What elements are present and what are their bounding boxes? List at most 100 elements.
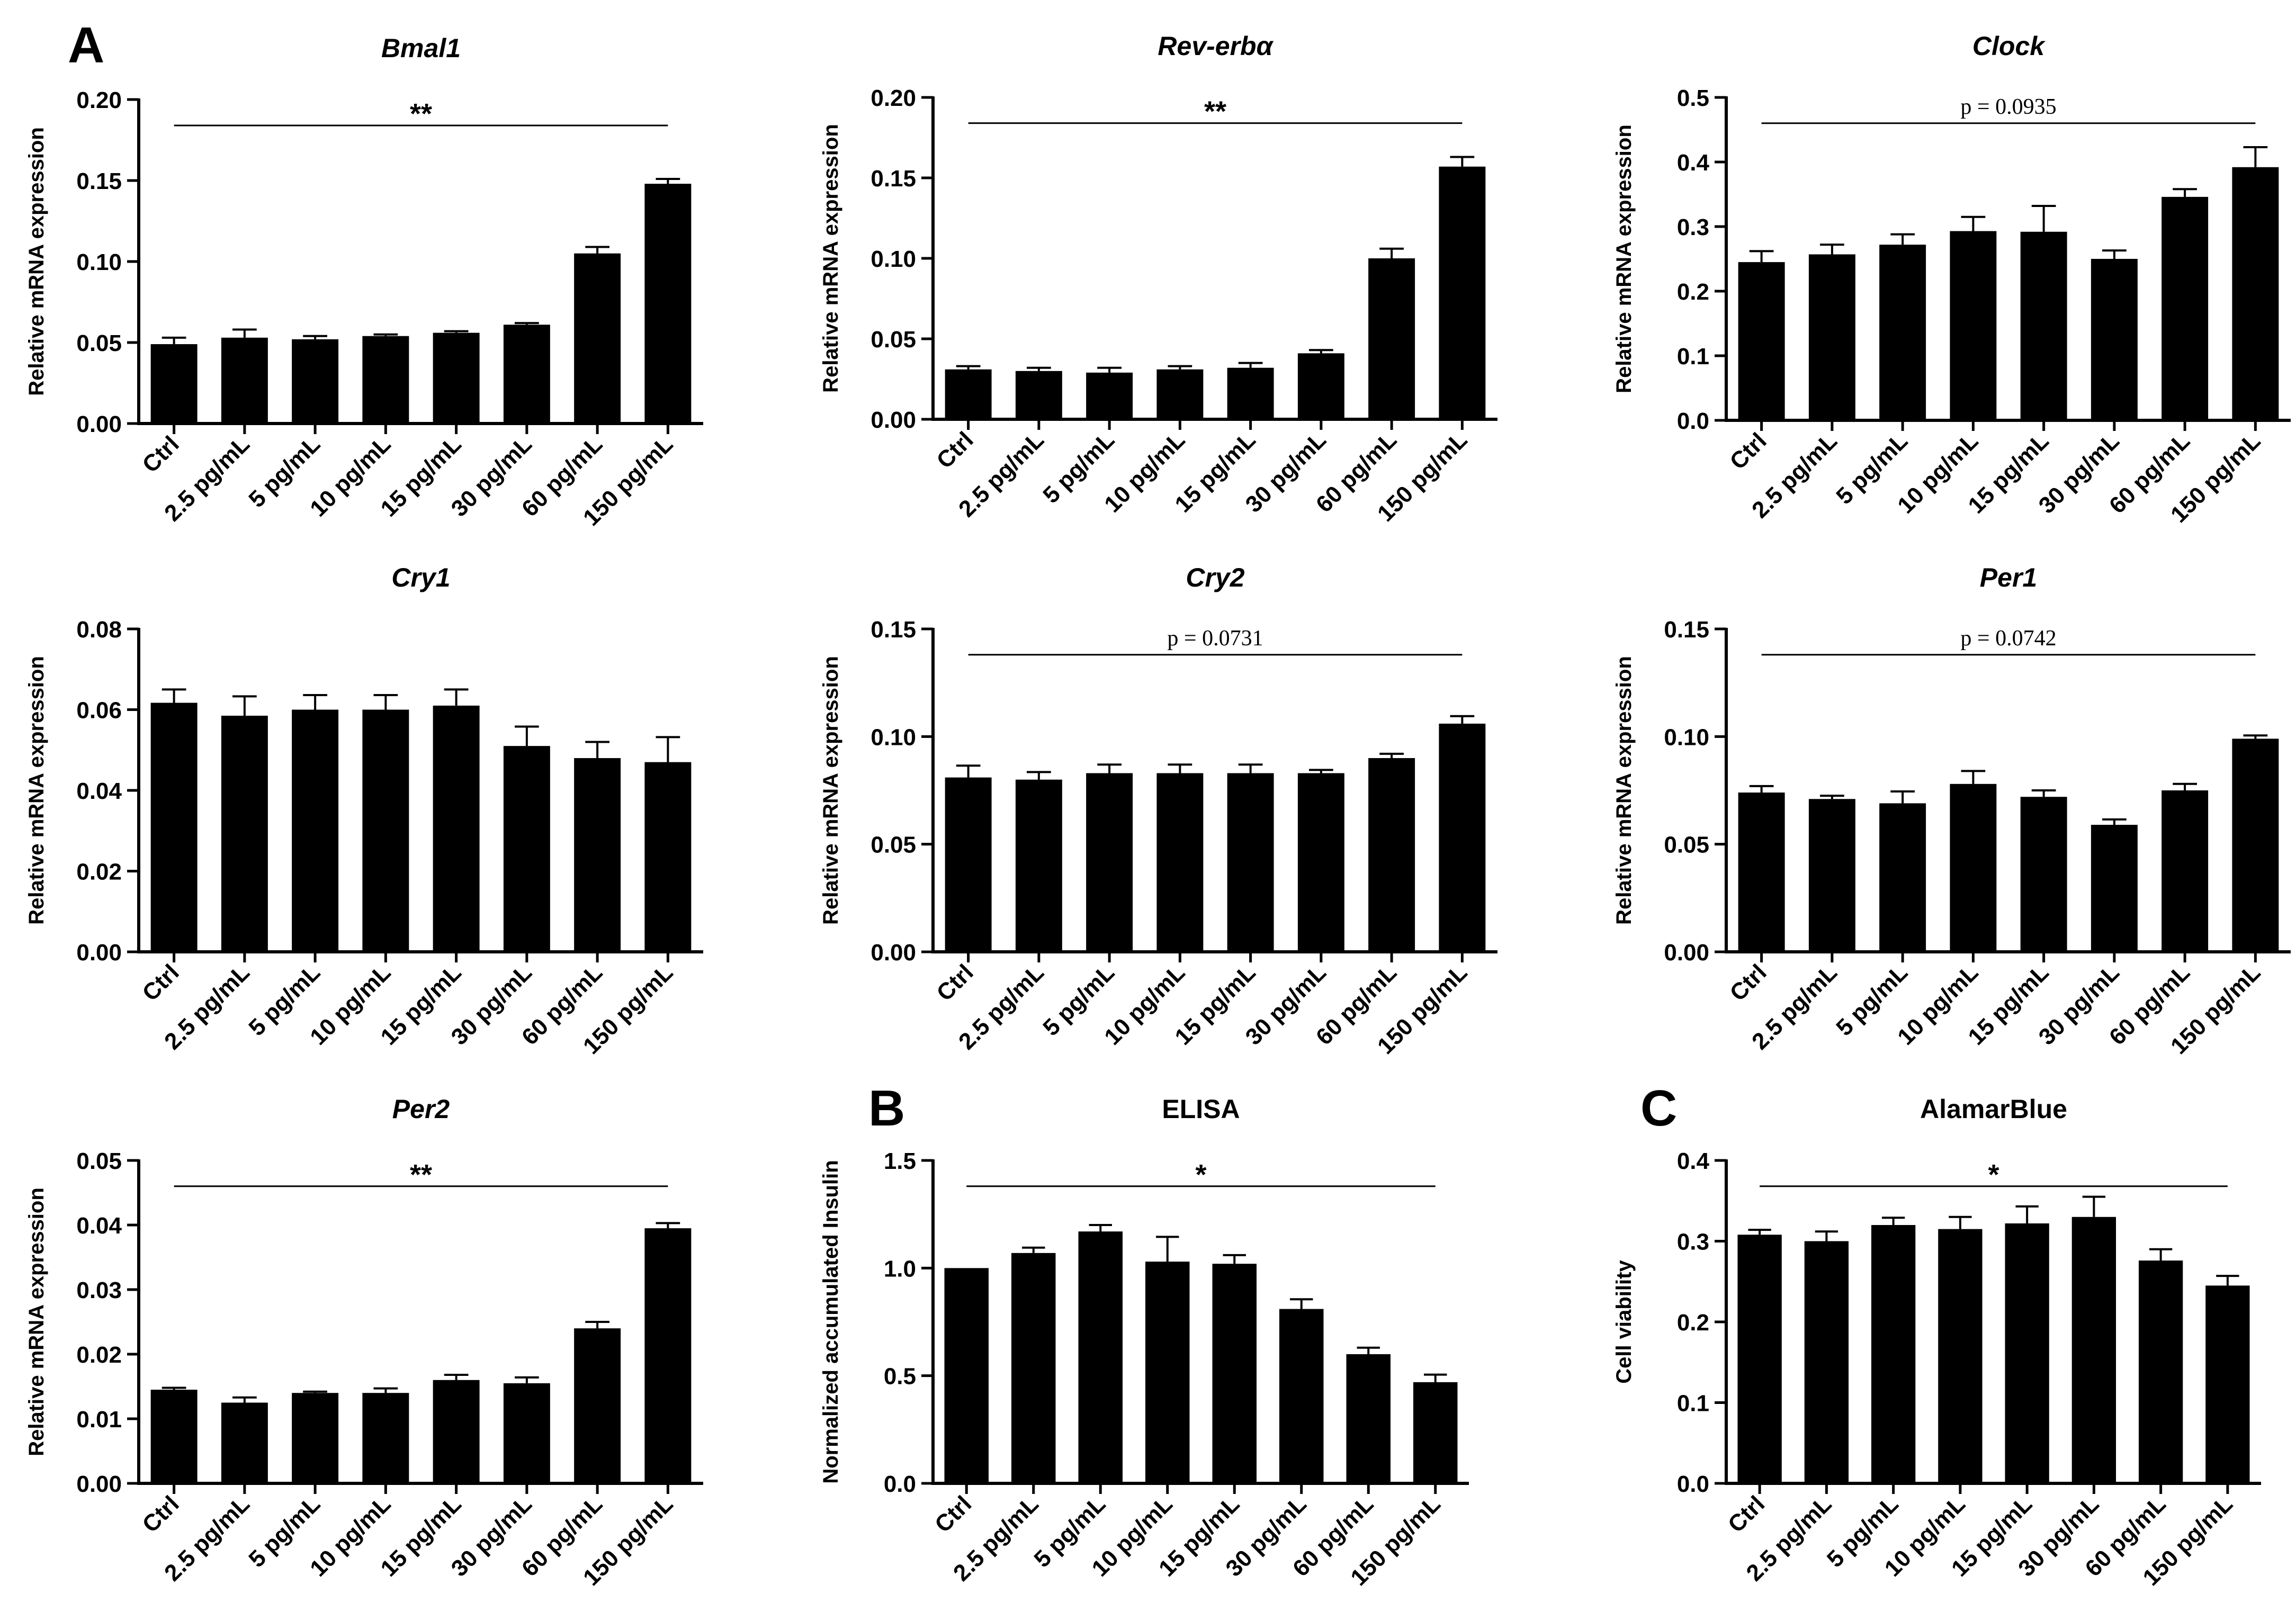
bar: [1950, 231, 1997, 420]
y-axis-label: Relative mRNA expression: [25, 656, 48, 925]
y-tick-label: 0.05: [871, 832, 916, 858]
y-axis-label: Relative mRNA expression: [25, 127, 48, 396]
y-tick-label: 0.04: [76, 1213, 122, 1239]
y-axis-label: Relative mRNA expression: [1612, 124, 1636, 393]
bar: [2091, 259, 2138, 420]
significance-label: **: [410, 1159, 432, 1191]
bar: [1297, 353, 1344, 419]
y-tick-label: 0.15: [871, 166, 916, 192]
bar: [150, 703, 198, 952]
bar: [1086, 372, 1133, 419]
bar: [1738, 793, 1785, 952]
chart-7: Per2 0.00 0.01 0.02 0.03 0.04 0.05 Relative mRN…: [25, 1094, 703, 1591]
bar: [1808, 254, 1855, 420]
bar: [1439, 723, 1486, 952]
bar: [1156, 369, 1204, 419]
y-tick-label: 0.1: [1677, 1391, 1709, 1417]
chart-5: Cry2 0.00 0.05 0.10 0.15 Relative mRNA expres…: [819, 563, 1497, 1059]
significance-label: *: [1988, 1159, 1999, 1191]
x-tick-label: Ctrl: [137, 959, 184, 1006]
y-tick-label: 0.5: [1677, 85, 1709, 111]
bar: [1879, 245, 1926, 420]
bar: [644, 184, 692, 424]
bar: [1413, 1382, 1458, 1483]
bar: [503, 1383, 550, 1483]
y-tick-label: 0.00: [76, 1471, 122, 1497]
bar: [1938, 1229, 1983, 1483]
y-tick-label: 0.0: [1677, 408, 1709, 434]
bar: [1297, 773, 1344, 952]
significance-label: p = 0.0742: [1960, 626, 2056, 651]
chart-6: Per1 0.00 0.05 0.10 0.15 Relative mRNA expres…: [1612, 563, 2291, 1059]
bar: [221, 1402, 268, 1483]
y-tick-label: 0.10: [871, 724, 916, 750]
bar: [1279, 1309, 1324, 1483]
bar: [1156, 773, 1204, 952]
chart-3: Clock 0.0 0.1 0.2 0.3 0.4 0.5 Relative mRNA exp…: [1612, 31, 2291, 528]
bar: [2005, 1223, 2049, 1483]
bar: [503, 325, 550, 424]
bar: [1086, 773, 1133, 952]
bar: [1015, 779, 1062, 952]
significance-label: **: [1204, 96, 1226, 128]
bar: [150, 344, 198, 424]
chart-title: Bmal1: [381, 33, 461, 63]
bar: [2162, 790, 2209, 952]
x-tick-label: Ctrl: [931, 427, 978, 473]
chart-title: AlamarBlue: [1920, 1094, 2067, 1124]
significance-label: p = 0.0731: [1167, 626, 1263, 651]
chart-2: Rev-erbα 0.00 0.05 0.10 0.15 0.20 Relative mRN…: [819, 31, 1497, 527]
y-tick-label: 0.4: [1677, 150, 1710, 176]
x-tick-label: Ctrl: [930, 1491, 976, 1537]
y-tick-label: 0.08: [76, 617, 122, 643]
x-tick-label: Ctrl: [137, 1491, 184, 1537]
chart-title: Per1: [1980, 563, 2037, 592]
x-tick-label: Ctrl: [1725, 428, 1771, 474]
y-tick-label: 1.5: [884, 1148, 916, 1174]
bar: [1078, 1231, 1123, 1483]
y-axis-label: Normalized accumulated Insulin: [819, 1160, 842, 1483]
bar: [292, 339, 339, 424]
bar: [362, 336, 409, 424]
chart-4: Cry1 0.00 0.02 0.04 0.06 0.08 Relative mRNA ex…: [25, 563, 703, 1059]
y-tick-label: 0.06: [76, 698, 122, 724]
x-tick-label: Ctrl: [137, 431, 184, 478]
y-tick-label: 0.1: [1677, 344, 1709, 370]
bar: [1015, 371, 1062, 419]
y-tick-label: 0.05: [76, 330, 122, 356]
bar: [574, 253, 621, 424]
y-tick-label: 0.0: [1677, 1471, 1709, 1497]
y-axis-label: Relative mRNA expression: [819, 656, 842, 925]
y-tick-label: 0.4: [1677, 1148, 1710, 1174]
y-tick-label: 0.15: [871, 617, 916, 643]
bar: [1368, 758, 1415, 952]
y-tick-label: 0.0: [884, 1471, 916, 1497]
bar: [433, 332, 480, 424]
bar: [2162, 196, 2209, 420]
bar: [2205, 1285, 2250, 1483]
y-axis-label: Relative mRNA expression: [1612, 656, 1636, 925]
y-tick-label: 0.3: [1677, 1229, 1709, 1255]
y-axis-label: Relative mRNA expression: [25, 1187, 48, 1456]
chart-title: ELISA: [1162, 1094, 1240, 1124]
bar: [2091, 825, 2138, 952]
significance-label: **: [410, 98, 432, 130]
y-tick-label: 0.2: [1677, 279, 1709, 305]
bar: [150, 1390, 198, 1483]
bar: [944, 1268, 989, 1483]
bar: [2138, 1260, 2183, 1483]
y-tick-label: 0.10: [1664, 724, 1709, 750]
chart-title: Rev-erbα: [1158, 31, 1273, 61]
y-tick-label: 0.3: [1677, 214, 1709, 240]
bar: [1011, 1253, 1056, 1483]
bar: [644, 1228, 692, 1483]
panel-label-c: C: [1640, 1080, 1678, 1137]
y-axis-label: Relative mRNA expression: [819, 124, 842, 393]
bar: [1227, 773, 1274, 952]
y-tick-label: 0.15: [76, 168, 122, 194]
significance-label: p = 0.0935: [1960, 95, 2056, 119]
y-tick-label: 0.05: [871, 327, 916, 353]
chart-8: ELISA 0.0 0.5 1.0 1.5 Normalized accumulated …: [819, 1094, 1469, 1591]
y-tick-label: 0.00: [76, 940, 122, 966]
